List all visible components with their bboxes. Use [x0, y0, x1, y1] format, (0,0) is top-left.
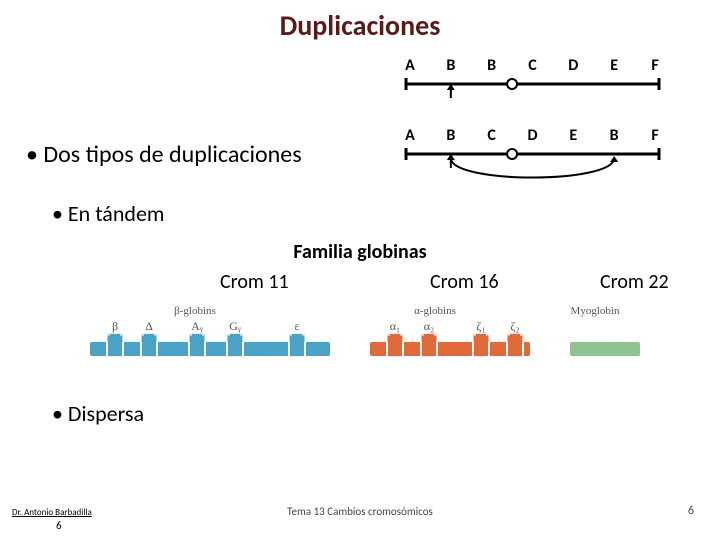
- subheading-dispersa: • Dispersa: [52, 400, 144, 427]
- svg-text:D: D: [527, 126, 537, 145]
- svg-text:α₂: α₂: [424, 319, 434, 333]
- section-title-familia-globinas: Familia globinas: [0, 240, 720, 264]
- chromosome-dispersed-diagram: ABCDEBF: [400, 110, 665, 200]
- svg-text:D: D: [568, 56, 578, 75]
- svg-text:A: A: [405, 56, 415, 75]
- svg-text:α-globins: α-globins: [414, 305, 456, 317]
- svg-text:β-globins: β-globins: [174, 305, 216, 317]
- svg-text:F: F: [651, 56, 658, 75]
- label-crom-11: Crom 11: [220, 270, 289, 294]
- svg-text:Aᵧ: Aᵧ: [191, 319, 204, 333]
- svg-text:B: B: [446, 126, 455, 145]
- footer-page-number: 6: [688, 504, 694, 518]
- svg-text:ζ₁: ζ₁: [476, 319, 485, 333]
- svg-text:B: B: [610, 126, 619, 145]
- svg-text:C: C: [528, 56, 537, 75]
- svg-text:C: C: [487, 126, 496, 145]
- svg-text:ζ₂: ζ₂: [510, 319, 519, 333]
- svg-text:B: B: [446, 56, 455, 75]
- svg-text:A: A: [405, 126, 415, 145]
- svg-text:α₁: α₁: [390, 319, 400, 333]
- svg-text:B: B: [487, 56, 496, 75]
- svg-text:Myoglobin: Myoglobin: [571, 305, 620, 317]
- footer-topic: Tema 13 Cambios cromosómicos: [0, 505, 720, 518]
- svg-text:β: β: [112, 319, 118, 333]
- slide-title: Duplicaciones: [0, 8, 720, 43]
- svg-text:E: E: [610, 56, 618, 75]
- label-crom-16: Crom 16: [430, 270, 499, 294]
- label-crom-22: Crom 22: [600, 270, 669, 294]
- svg-text:Gᵧ: Gᵧ: [229, 319, 242, 333]
- footer-small-number: 6: [56, 519, 62, 532]
- svg-text:F: F: [651, 126, 658, 145]
- svg-text:E: E: [569, 126, 577, 145]
- heading-dos-tipos: • Dos tipos de duplicaciones: [26, 140, 302, 169]
- svg-text:ε: ε: [294, 319, 299, 333]
- subheading-en-tandem: • En tándem: [52, 200, 164, 227]
- svg-text:Δ: Δ: [145, 319, 153, 333]
- globin-tracks-diagram: β-globins β Δ Aᵧ Gᵧ ε α-globins α₁ α₂ ζ₁ ζ₂ Myoglob…: [90, 300, 650, 365]
